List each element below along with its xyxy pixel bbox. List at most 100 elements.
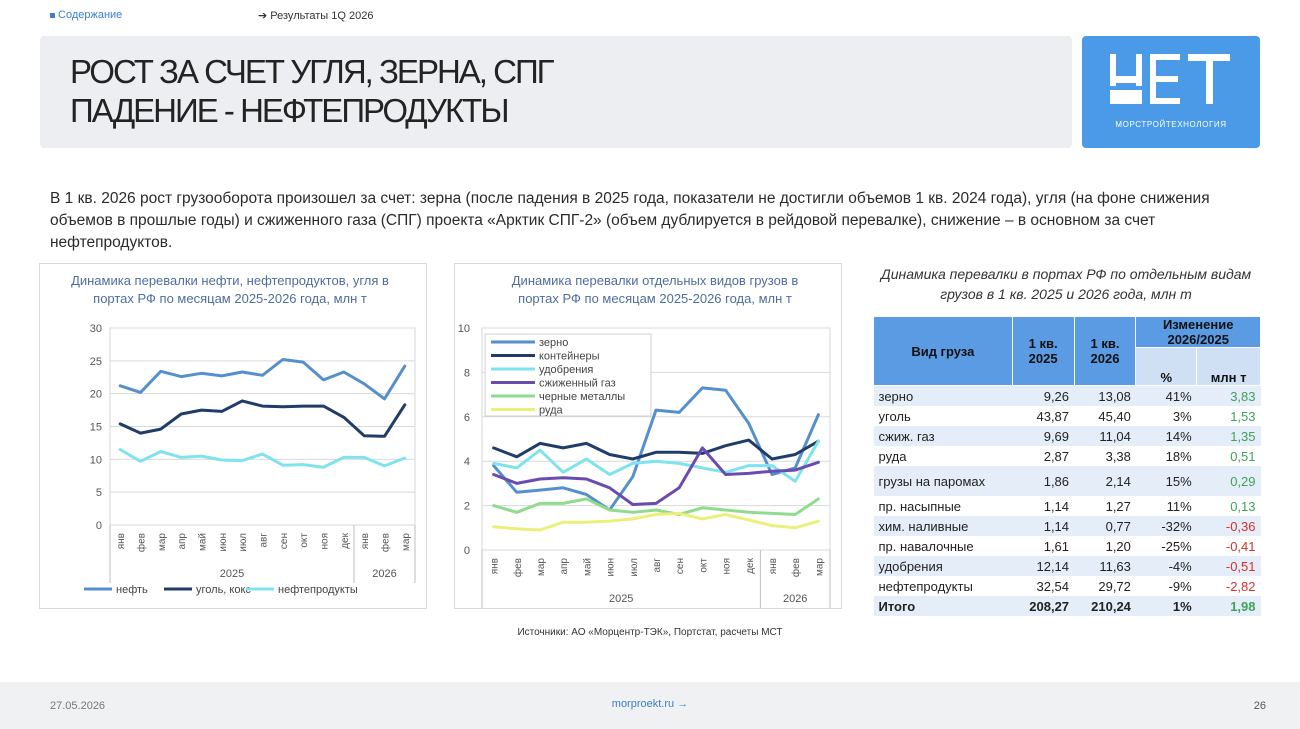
year-label: 2026 [783, 593, 807, 605]
row-q2026: 29,72 [1074, 576, 1136, 596]
x-tick-label: мар [157, 533, 168, 551]
x-tick-label: сен [675, 558, 686, 574]
row-pct: 11% [1135, 496, 1197, 516]
page-title: РОСТ ЗА СЧЕТ УГЛЯ, ЗЕРНА, СПГ ПАДЕНИЕ - … [70, 52, 555, 130]
x-tick-label: янв [116, 533, 127, 549]
header-mt: млн т [1196, 347, 1261, 386]
x-tick-label: фев [136, 533, 148, 552]
footer: 27.05.2026 morproekt.ru → 26 [0, 682, 1300, 729]
y-tick-label: 2 [464, 501, 470, 513]
row-name: удобрения [873, 556, 1013, 576]
row-mt: 0,51 [1196, 446, 1261, 466]
row-name: нефтепродукты [873, 576, 1013, 596]
legend-label: нефтепродукты [278, 584, 358, 596]
row-pct: 14% [1135, 426, 1197, 446]
row-name: уголь [873, 406, 1013, 426]
table-title: Динамика перевалки в портах РФ по отдель… [880, 266, 1252, 302]
x-tick-label: май [198, 533, 209, 551]
row-q2025: 1,61 [1012, 536, 1075, 556]
title-box: РОСТ ЗА СЧЕТ УГЛЯ, ЗЕРНА, СПГ ПАДЕНИЕ - … [40, 36, 1072, 148]
row-mt: -0,36 [1196, 516, 1261, 536]
row-q2025: 9,69 [1012, 426, 1075, 446]
row-mt: -0,41 [1196, 536, 1261, 556]
chart2-panel: Динамика перевалки отдельных видов грузо… [454, 263, 842, 609]
intro-text: В 1 кв. 2026 рост грузооборота произошел… [50, 190, 1210, 251]
x-tick-label: апр [559, 558, 570, 575]
header-change: Изменение 2026/2025 [1135, 316, 1261, 348]
x-tick-label: фев [790, 558, 802, 577]
row-pct: -25% [1135, 536, 1197, 556]
row-pct: 15% [1135, 466, 1197, 496]
series-line [492, 497, 820, 516]
year-label: 2026 [372, 568, 396, 580]
x-tick-label: июн [606, 558, 617, 577]
legend-box [484, 333, 652, 417]
legend-label: уголь, кокс [196, 584, 251, 596]
x-tick-label: июн [218, 533, 229, 552]
y-tick-label: 10 [90, 454, 102, 466]
x-tick-label: дек [340, 532, 351, 548]
x-tick-label: окт [698, 558, 709, 573]
page-number: 26 [1253, 700, 1266, 712]
row-q2025: 2,87 [1012, 446, 1075, 466]
sources-note: Источники: АО «Морцентр-ТЭК», Портстат, … [517, 627, 783, 638]
row-q2025: 12,14 [1012, 556, 1075, 576]
row-mt: 0,13 [1196, 496, 1261, 516]
row-q2025: 1,14 [1012, 516, 1075, 536]
legend-label: черные металлы [539, 391, 625, 403]
row-name: зерно [873, 385, 1013, 406]
y-tick-label: 30 [90, 323, 102, 335]
row-q2025: 9,26 [1012, 385, 1075, 406]
row-q2025: 208,27 [1012, 596, 1075, 616]
x-tick-label: фев [380, 533, 392, 552]
footer-date: 27.05.2026 [50, 700, 106, 712]
legend-label: нефть [116, 584, 148, 596]
row-q2026: 210,24 [1074, 596, 1136, 616]
results-link[interactable]: ➔ Результаты 1Q 2026 [258, 10, 374, 22]
y-tick-label: 0 [464, 545, 470, 557]
series-line [492, 386, 820, 512]
row-mt: 0,29 [1196, 466, 1261, 496]
table-row: хим. наливные 1,14 0,77 -32% -0,36 [873, 516, 1261, 536]
row-name: руда [873, 446, 1013, 466]
chart1-title: Динамика перевалки нефти, нефтепродуктов… [71, 273, 389, 306]
year-label: 2025 [220, 568, 244, 580]
x-tick-label: янв [490, 558, 501, 574]
legend-label: удобрения [539, 364, 593, 376]
table-row: сжиж. газ 9,69 11,04 14% 1,35 [873, 426, 1261, 446]
series-line [492, 446, 820, 506]
row-q2026: 1,27 [1074, 496, 1136, 516]
header-q2025: 1 кв. 2025 [1011, 316, 1075, 386]
y-tick-label: 15 [90, 422, 102, 434]
row-q2025: 32,54 [1012, 576, 1075, 596]
row-q2025: 43,87 [1012, 406, 1075, 426]
footer-link[interactable]: morproekt.ru → [0, 698, 1300, 710]
table-row: удобрения 12,14 11,63 -4% -0,51 [873, 556, 1261, 576]
y-tick-label: 10 [458, 323, 470, 335]
results-label: Результаты 1Q 2026 [270, 10, 374, 22]
row-name: грузы на паромах [873, 466, 1013, 496]
row-q2026: 45,40 [1074, 406, 1136, 426]
table-row: нефтепродукты 32,54 29,72 -9% -2,82 [873, 576, 1261, 596]
y-tick-label: 6 [464, 412, 470, 424]
x-tick-label: ноя [320, 533, 331, 550]
series-line [118, 448, 407, 469]
toc-link[interactable]: Содержание [50, 9, 122, 21]
row-pct: -9% [1135, 576, 1197, 596]
row-pct: 3% [1135, 406, 1197, 426]
x-tick-label: май [582, 558, 593, 576]
x-tick-label: мар [814, 558, 825, 576]
row-name: хим. наливные [873, 516, 1013, 536]
mst-logo-icon [1110, 54, 1230, 104]
row-pct: -4% [1135, 556, 1197, 576]
row-mt: -0,51 [1196, 556, 1261, 576]
row-name: Итого [873, 596, 1013, 616]
legend-label: руда [539, 405, 564, 417]
x-tick-label: июл [629, 558, 640, 577]
footer-link-label[interactable]: morproekt.ru → [611, 698, 689, 710]
company-logo: МОРСТРОЙТЕХНОЛОГИЯ [1082, 36, 1260, 148]
series-line [492, 438, 820, 461]
y-tick-label: 0 [96, 520, 102, 532]
year-label: 2025 [609, 593, 633, 605]
